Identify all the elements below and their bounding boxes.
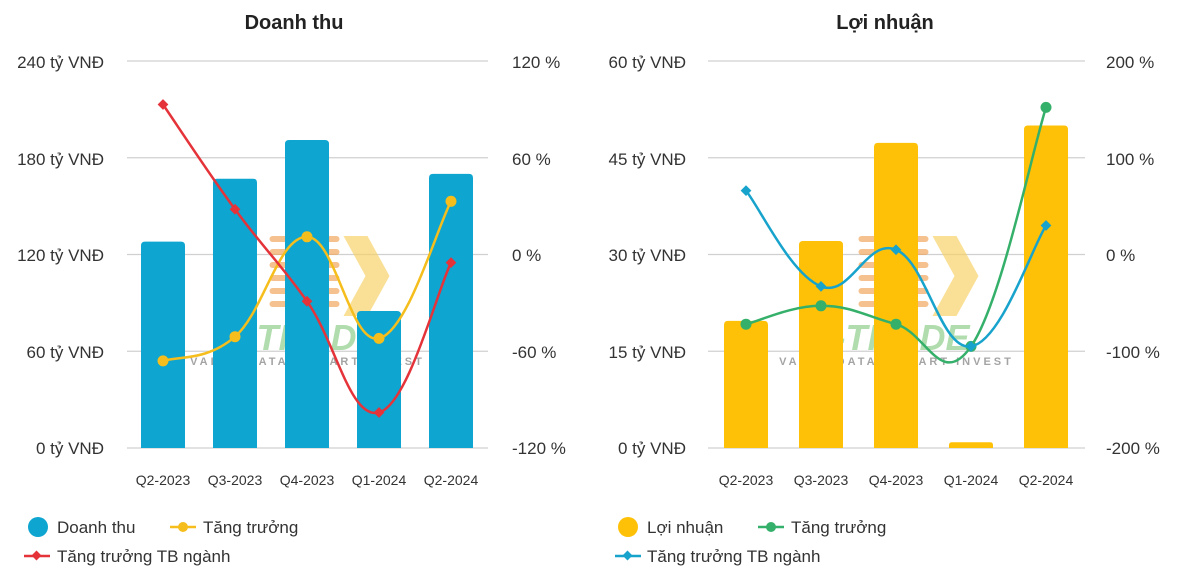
profit-industry-point	[890, 244, 902, 256]
profit-right-tick: -200 %	[1106, 439, 1160, 458]
profit-left-tick: 30 tỷ VNĐ	[609, 246, 686, 265]
profit-bar	[1024, 125, 1068, 448]
profit-bar	[724, 320, 768, 448]
profit-category-label: Q2-2024	[1019, 472, 1074, 488]
legend-label-revenue-industry: Tăng trưởng TB ngành	[57, 547, 230, 566]
legend-swatch-profit-growth	[758, 522, 784, 532]
profit-growth-line	[745, 107, 1048, 364]
revenue-left-tick: 240 tỷ VNĐ	[17, 53, 104, 72]
revenue-category-label: Q4-2023	[280, 472, 335, 488]
revenue-chart-title: Doanh thu	[245, 12, 344, 34]
profit-bar	[949, 442, 993, 448]
revenue-bar	[357, 310, 401, 448]
profit-right-tick: 200 %	[1106, 53, 1154, 72]
profit-industry-point	[965, 341, 977, 352]
profit-bar	[874, 142, 918, 449]
legend-swatch-revenue	[28, 517, 48, 537]
revenue-right-tick: 60 %	[512, 150, 551, 169]
revenue-industry-point	[301, 295, 313, 307]
profit-bar	[799, 240, 843, 448]
legend-label-revenue: Doanh thu	[57, 518, 135, 537]
revenue-growth-line	[162, 200, 453, 363]
revenue-left-tick: 180 tỷ VNĐ	[17, 150, 104, 169]
profit-growth-point	[890, 318, 902, 330]
revenue-industry-line	[161, 103, 453, 415]
revenue-growth-point	[229, 331, 241, 343]
profit-right-tick: 0 %	[1106, 246, 1135, 265]
revenue-growth-point	[373, 332, 385, 344]
profit-category-label: Q3-2023	[794, 472, 849, 488]
profit-left-tick: 60 tỷ VNĐ	[609, 53, 686, 72]
profit-left-tick: 15 tỷ VNĐ	[609, 343, 686, 362]
profit-left-tick: 0 tỷ VNĐ	[618, 439, 686, 458]
profit-industry-point	[740, 185, 752, 196]
profit-category-label: Q4-2023	[869, 472, 924, 488]
revenue-category-label: Q1-2024	[352, 472, 407, 488]
legend-swatch-revenue-growth	[170, 522, 196, 532]
revenue-growth-point	[301, 231, 313, 243]
revenue-bar	[141, 241, 185, 448]
revenue-industry-point	[445, 257, 457, 268]
revenue-growth-point	[157, 355, 169, 367]
revenue-right-tick: 120 %	[512, 53, 560, 72]
profit-chart-title: Lợi nhuận	[836, 12, 934, 34]
revenue-industry-point	[373, 407, 385, 418]
legend-swatch-revenue-industry	[24, 550, 50, 561]
revenue-right-tick: -60 %	[512, 343, 556, 362]
profit-growth-point	[815, 300, 827, 312]
revenue-right-tick: -120 %	[512, 439, 566, 458]
legend-label-revenue-growth: Tăng trưởng	[203, 518, 298, 537]
revenue-left-tick: 120 tỷ VNĐ	[17, 246, 104, 265]
revenue-bar	[285, 140, 329, 448]
profit-right-tick: 100 %	[1106, 150, 1154, 169]
legend-label-profit: Lợi nhuận	[647, 518, 723, 537]
profit-right-tick: -100 %	[1106, 343, 1160, 362]
profit-left-tick: 45 tỷ VNĐ	[609, 150, 686, 169]
profit-industry-point	[815, 281, 827, 292]
profit-category-label: Q1-2024	[944, 472, 999, 488]
revenue-category-label: Q2-2024	[424, 472, 479, 488]
profit-growth-point	[1040, 101, 1052, 113]
watermark-arrow	[343, 236, 390, 316]
legend-label-profit-growth: Tăng trưởng	[791, 518, 886, 537]
legend-swatch-profit-industry	[615, 550, 641, 561]
watermark-arrow	[932, 236, 979, 316]
legend-label-profit-industry: Tăng trưởng TB ngành	[647, 547, 820, 566]
revenue-bar	[429, 173, 473, 448]
legend-swatch-profit	[618, 517, 638, 537]
revenue-left-tick: 0 tỷ VNĐ	[36, 439, 104, 458]
revenue-industry-point	[229, 203, 241, 215]
profit-category-label: Q2-2023	[719, 472, 774, 488]
revenue-left-tick: 60 tỷ VNĐ	[27, 343, 104, 362]
revenue-category-label: Q3-2023	[208, 472, 263, 488]
profit-growth-point	[740, 318, 752, 330]
revenue-category-label: Q2-2023	[136, 472, 191, 488]
revenue-bar	[213, 178, 257, 448]
revenue-growth-point	[445, 195, 457, 207]
revenue-right-tick: 0 %	[512, 246, 541, 265]
